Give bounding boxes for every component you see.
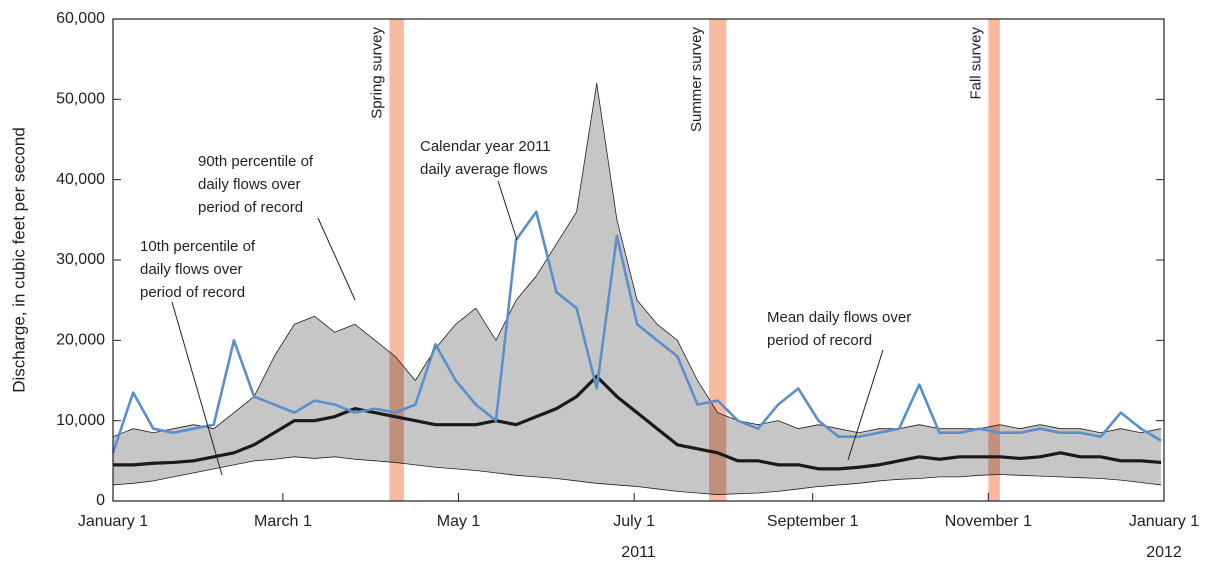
x-tick-label: May 1 — [437, 513, 481, 530]
survey-label: Fall survey — [967, 27, 984, 100]
x-tick-label: November 1 — [945, 513, 1032, 530]
annotation: daily flows over — [198, 176, 301, 193]
x-tick-label: July 1 — [613, 513, 655, 530]
x-tick-label: January 1 — [1129, 513, 1199, 530]
year-label: 2012 — [1146, 544, 1182, 561]
leader-line — [847, 349, 884, 461]
survey-label: Summer survey — [688, 27, 705, 133]
percentile-band — [113, 83, 1162, 495]
y-axis-label: Discharge, in cubic feet per second — [9, 127, 28, 393]
p10-line — [112, 456, 1162, 495]
annotation: period of record — [140, 284, 245, 301]
leader-line — [497, 180, 518, 241]
annotation: Mean daily flows over — [767, 309, 911, 326]
annotation: Calendar year 2011 — [420, 138, 551, 155]
year-label: 2011 — [621, 544, 656, 561]
p90-line — [112, 82, 1162, 438]
y-tick-label: 20,000 — [56, 332, 105, 349]
y-tick-label: 40,000 — [56, 171, 105, 188]
y-tick-label: 50,000 — [56, 91, 105, 108]
mean-line — [113, 374, 1162, 471]
y-tick-label: 10,000 — [56, 412, 105, 429]
y-tick-label: 60,000 — [56, 10, 105, 27]
y-tick-label: 0 — [96, 492, 105, 509]
annotation: 10th percentile of — [140, 238, 256, 255]
annotation: daily flows over — [140, 261, 243, 278]
leader-line — [317, 217, 356, 301]
flow-2011-line — [111, 210, 1162, 454]
leader-line — [171, 301, 223, 476]
annotation: daily average flows — [420, 161, 548, 178]
x-tick-label: January 1 — [78, 513, 148, 530]
annotation: period of record — [198, 199, 303, 216]
survey-band — [988, 19, 1000, 501]
x-tick-label: March 1 — [254, 513, 312, 530]
annotation: period of record — [767, 332, 872, 349]
survey-label: Spring survey — [368, 27, 385, 119]
y-tick-label: 30,000 — [56, 251, 105, 268]
x-tick-label: September 1 — [767, 513, 859, 530]
annotation: 90th percentile of — [198, 153, 314, 170]
survey-band — [709, 19, 727, 501]
survey-band — [389, 19, 404, 501]
